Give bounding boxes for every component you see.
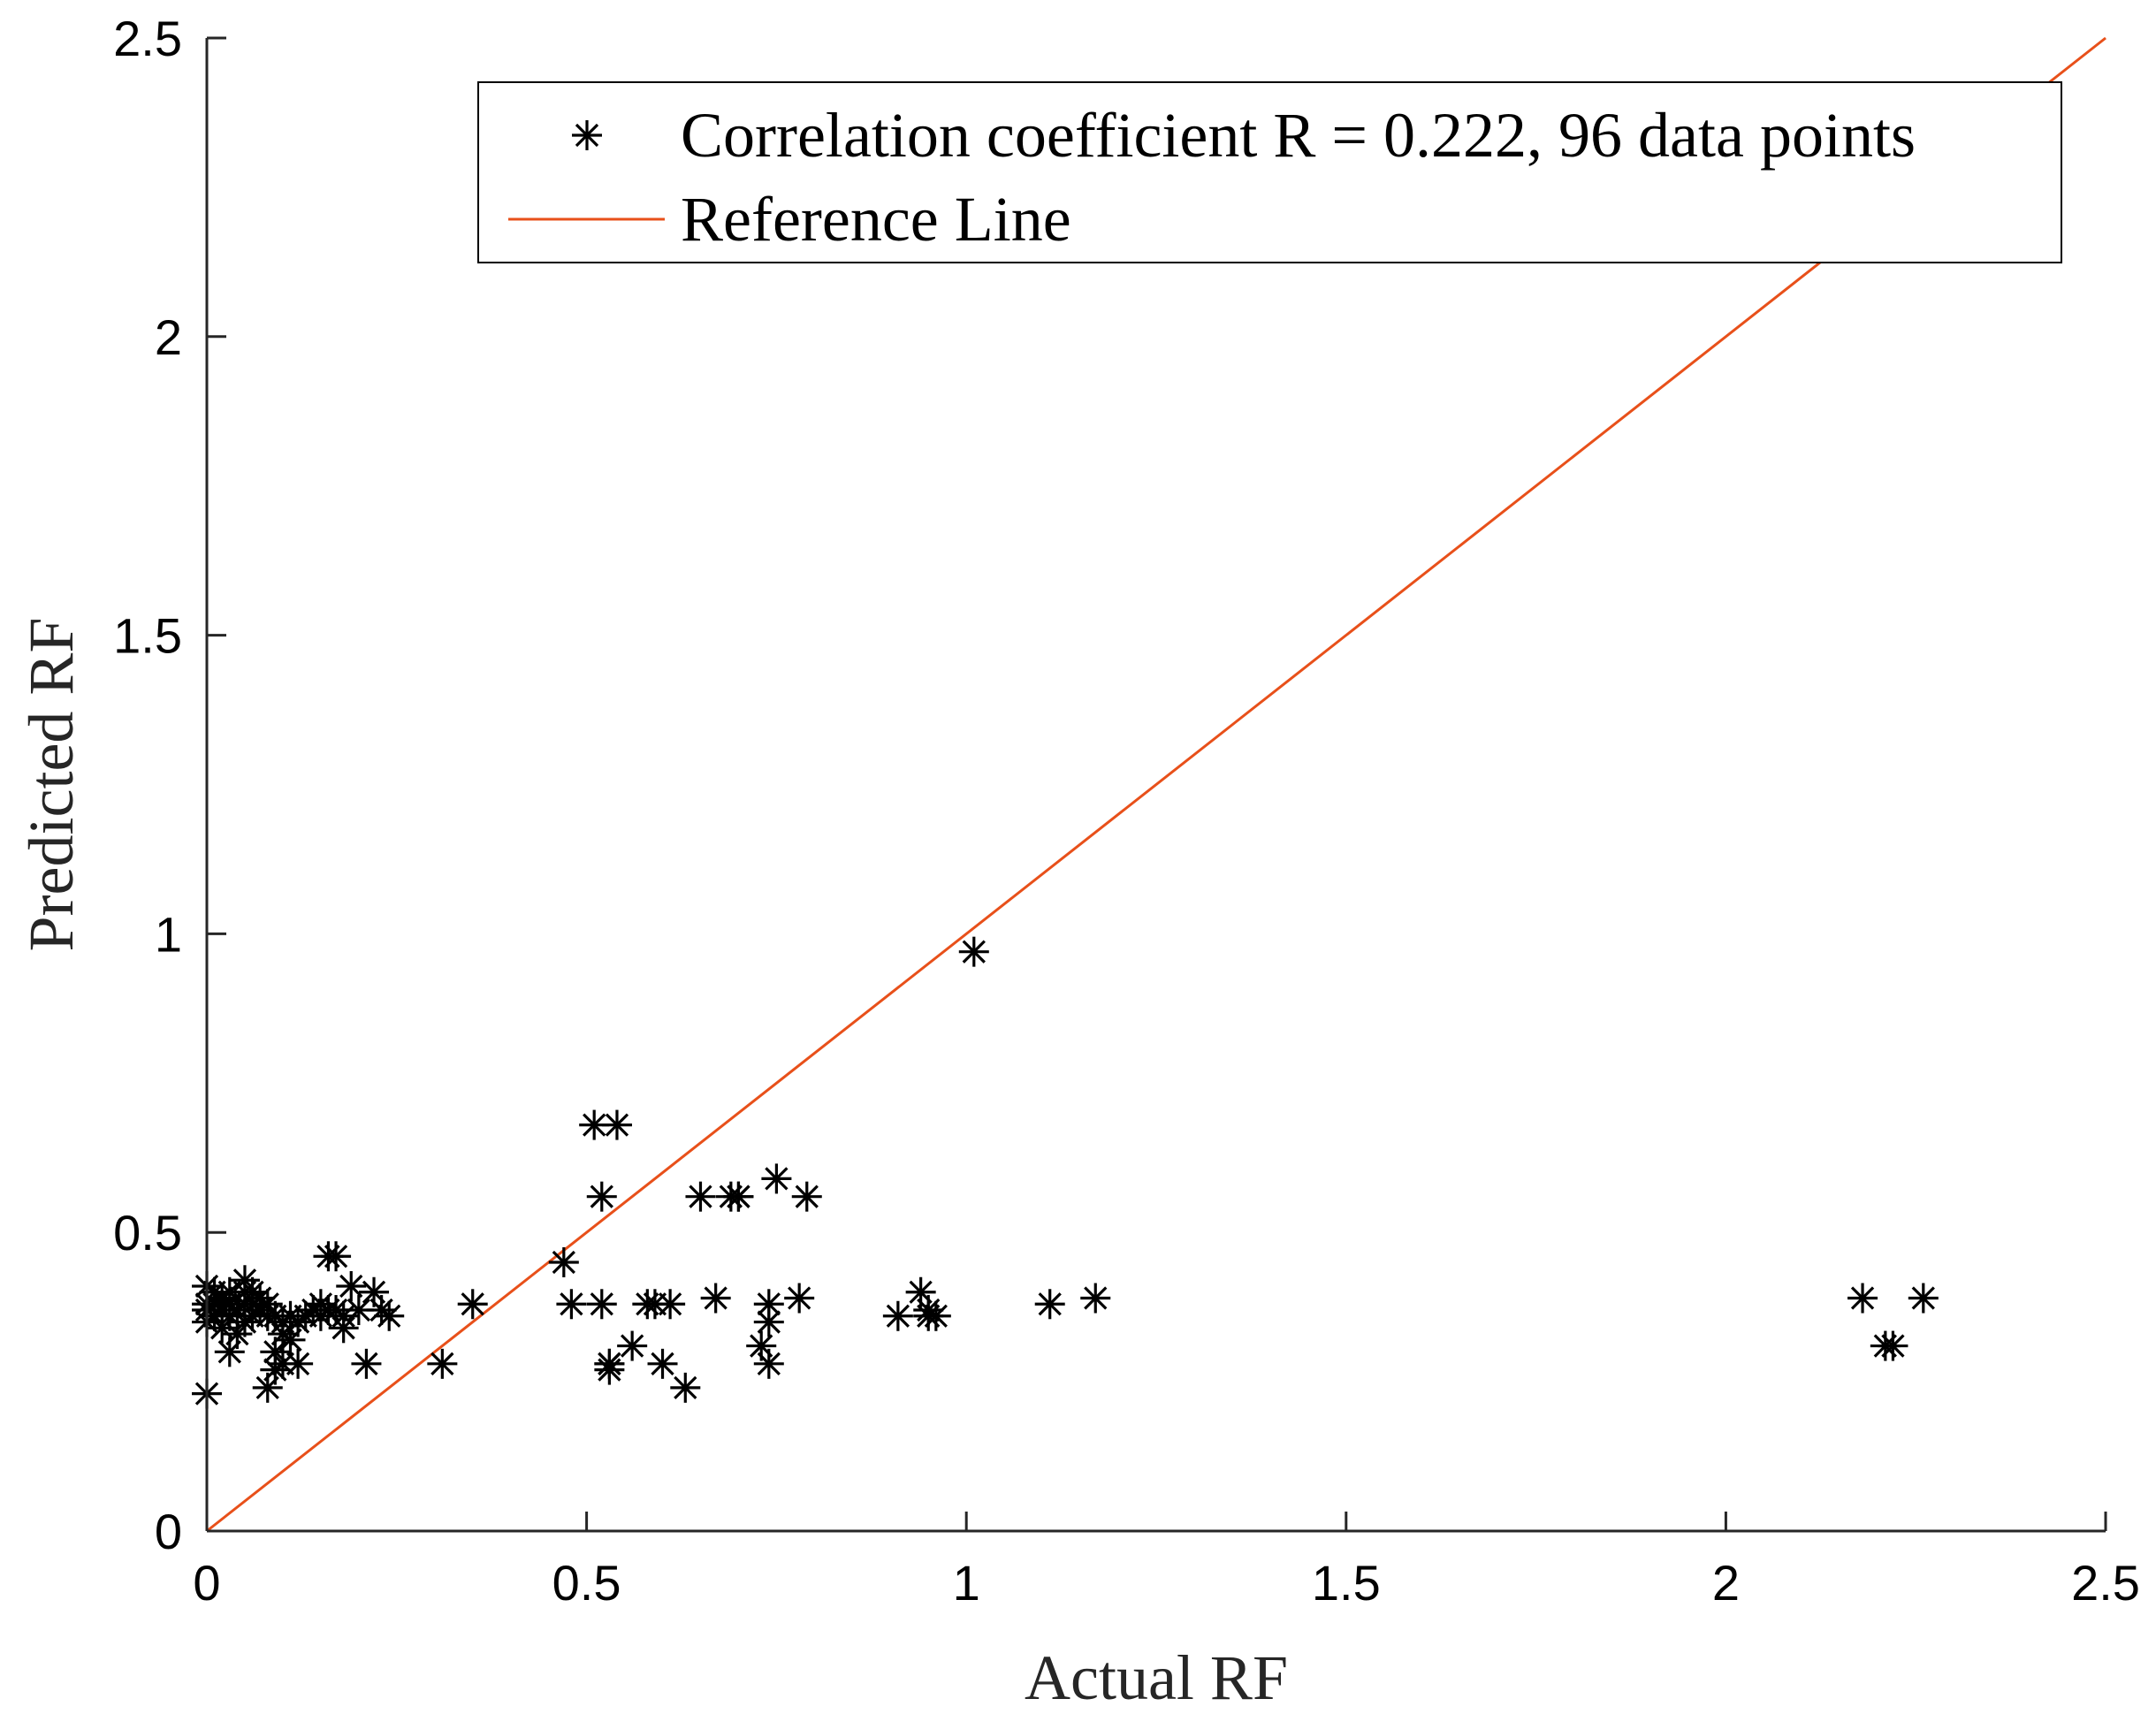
data-point bbox=[784, 1283, 815, 1314]
data-point bbox=[548, 1246, 579, 1277]
data-point bbox=[753, 1289, 784, 1320]
x-tick-label: 0 bbox=[193, 1555, 220, 1611]
data-point bbox=[586, 1181, 617, 1212]
x-axis-title: Actual RF bbox=[1025, 1642, 1288, 1713]
reference-line bbox=[206, 36, 2106, 1533]
legend: Correlation coefficient R = 0.222, 96 da… bbox=[477, 81, 2062, 263]
data-point bbox=[685, 1181, 716, 1212]
data-point bbox=[1034, 1289, 1065, 1320]
y-tick-label: 2 bbox=[155, 309, 182, 365]
y-tick-label: 1 bbox=[155, 906, 182, 962]
data-point bbox=[351, 1348, 382, 1379]
data-point bbox=[700, 1283, 731, 1314]
data-point bbox=[647, 1348, 678, 1379]
y-axis-ticks: 0 0.5 1 1.5 2 2.5 bbox=[113, 11, 226, 1559]
data-point bbox=[374, 1300, 405, 1331]
legend-entry-scatter: Correlation coefficient R = 0.222, 96 da… bbox=[681, 100, 1916, 171]
data-points-layer bbox=[192, 936, 1939, 1409]
data-point bbox=[321, 1241, 352, 1272]
data-point bbox=[882, 1300, 913, 1331]
data-point bbox=[1878, 1330, 1908, 1361]
data-point bbox=[427, 1348, 458, 1379]
data-point bbox=[1847, 1283, 1878, 1314]
data-point bbox=[753, 1306, 784, 1337]
x-tick-label: 1.5 bbox=[1312, 1555, 1381, 1611]
data-point bbox=[958, 936, 989, 967]
legend-box bbox=[477, 81, 2062, 263]
x-tick-label: 2.5 bbox=[2071, 1555, 2140, 1611]
data-point bbox=[761, 1163, 792, 1194]
data-point bbox=[283, 1348, 314, 1379]
data-point bbox=[1908, 1283, 1939, 1314]
y-axis-title: Predicted RF bbox=[16, 618, 87, 952]
data-point bbox=[920, 1300, 951, 1331]
x-tick-label: 1 bbox=[953, 1555, 980, 1611]
data-point bbox=[586, 1289, 617, 1320]
data-point bbox=[617, 1330, 648, 1361]
data-point bbox=[594, 1348, 625, 1379]
y-tick-label: 1.5 bbox=[113, 608, 182, 664]
data-point bbox=[601, 1109, 632, 1140]
data-point bbox=[1080, 1283, 1111, 1314]
y-tick-label: 0.5 bbox=[113, 1205, 182, 1261]
reference-line-layer bbox=[206, 36, 2106, 1533]
data-point bbox=[457, 1289, 488, 1320]
data-point bbox=[723, 1181, 754, 1212]
x-tick-label: 2 bbox=[1712, 1555, 1740, 1611]
y-tick-label: 0 bbox=[155, 1504, 182, 1559]
data-point bbox=[791, 1181, 822, 1212]
legend-asterisk-marker bbox=[572, 120, 602, 150]
data-point bbox=[336, 1271, 367, 1302]
data-point bbox=[670, 1372, 701, 1403]
axes bbox=[205, 38, 2106, 1533]
data-point bbox=[556, 1289, 587, 1320]
y-tick-label: 2.5 bbox=[113, 11, 182, 66]
data-point bbox=[753, 1348, 784, 1379]
x-tick-label: 0.5 bbox=[552, 1555, 621, 1611]
legend-entry-reference-line: Reference Line bbox=[681, 184, 1071, 255]
data-point bbox=[655, 1289, 686, 1320]
x-axis-ticks: 0 0.5 1 1.5 2 2.5 bbox=[193, 1512, 2140, 1611]
